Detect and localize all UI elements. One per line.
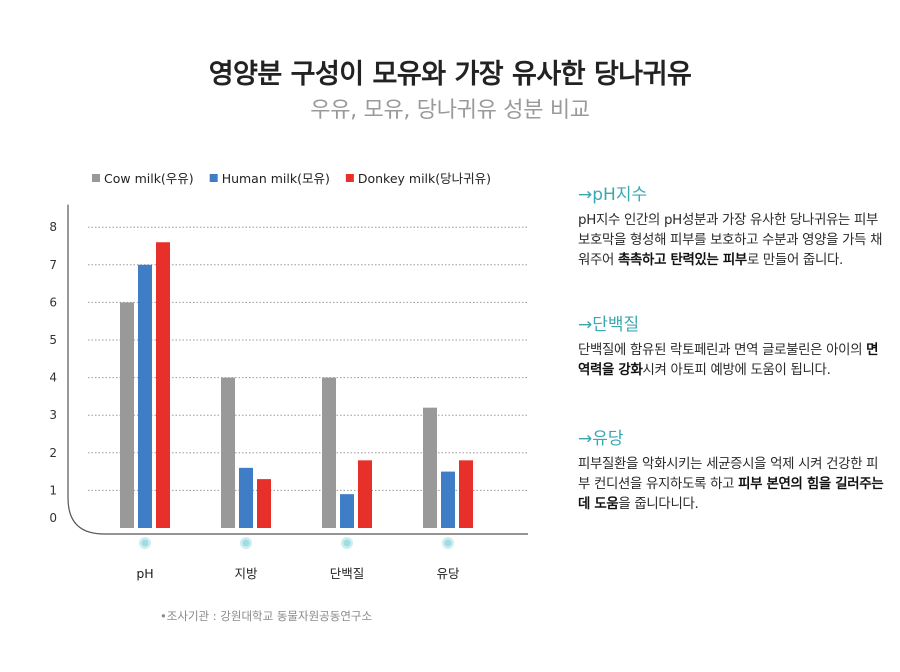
bar bbox=[156, 242, 170, 529]
bar bbox=[138, 264, 152, 528]
bar bbox=[340, 494, 354, 528]
info-block-protein: →단백질 단백질에 함유된 락토페린과 면역 글로불린은 아이의 면역력을 강화… bbox=[578, 310, 888, 381]
bar-chart: 0 1 2 3 4 5 6 7 8 pH 지방 단백질 유당 Cow milk(우유) Human milk… bbox=[49, 171, 528, 581]
y-tick-label: 5 bbox=[49, 333, 57, 347]
x-tick-label: pH bbox=[136, 566, 153, 581]
bar bbox=[459, 460, 473, 528]
category-dot-core bbox=[141, 539, 149, 547]
info-text-protein-part: 단백질에 함유된 락토페린과 면역 글로불린은 아이의 bbox=[578, 343, 867, 358]
info-heading-ph: →pH지수 bbox=[578, 185, 648, 205]
y-tick-label: 0 bbox=[49, 511, 57, 525]
info-text-lactose-part: 피부질환을 악화시키는 세균증시을 억제 시켜 건강한 피부 컨디션을 유지하도… bbox=[578, 457, 879, 492]
category-dot-core bbox=[242, 539, 250, 547]
legend-label: Human milk(모유) bbox=[222, 171, 330, 186]
y-tick-label: 1 bbox=[49, 483, 57, 497]
legend-swatch bbox=[345, 174, 354, 182]
y-tick-label: 3 bbox=[49, 408, 57, 422]
info-heading-lactose: →유당 bbox=[578, 429, 624, 449]
info-block-ph: →pH지수 pH지수 인간의 pH성분과 가장 유사한 당나귀유는 피부보호막을… bbox=[578, 180, 888, 271]
info-text-ph: pH지수 인간의 pH성분과 가장 유사한 당나귀유는 피부보호막을 형성해 피… bbox=[578, 211, 888, 271]
info-text-protein-part: 시켜 아토피 예방에 도움이 됩니다. bbox=[642, 363, 831, 378]
info-text-ph-emphasis: 촉촉하고 탄력있는 피부 bbox=[618, 253, 747, 268]
info-text-lactose-emphasis: 피부 본연의 힘을 길러주는데 도움 bbox=[578, 477, 884, 512]
y-tick-label: 2 bbox=[49, 446, 57, 460]
bar bbox=[322, 377, 336, 528]
y-tick-label: 4 bbox=[49, 371, 57, 385]
info-text-lactose: 피부질환을 악화시키는 세균증시을 억제 시켜 건강한 피부 컨디션을 유지하도… bbox=[578, 455, 888, 515]
y-tick-label: 6 bbox=[49, 295, 57, 309]
bar bbox=[441, 471, 455, 528]
bar bbox=[358, 460, 372, 528]
legend-label: Donkey milk(당나귀유) bbox=[358, 171, 491, 186]
info-text-protein: 단백질에 함유된 락토페린과 면역 글로불린은 아이의 면역력을 강화시켜 아토… bbox=[578, 341, 888, 381]
y-tick-label: 7 bbox=[49, 258, 57, 272]
legend-label: Cow milk(우유) bbox=[104, 171, 194, 186]
x-tick-label: 유당 bbox=[436, 566, 460, 581]
x-tick-label: 단백질 bbox=[330, 566, 365, 581]
legend-swatch bbox=[92, 174, 100, 182]
bar bbox=[120, 302, 134, 528]
legend-swatch bbox=[209, 174, 218, 182]
y-tick-label: 8 bbox=[49, 220, 57, 234]
axis-line bbox=[67, 204, 528, 535]
category-dot-core bbox=[343, 539, 351, 547]
info-text-ph-part: pH지수 인간의 pH성분과 가장 유사한 당나귀유는 피부보호막을 형성해 피… bbox=[578, 213, 883, 268]
chart-title: 영양분 구성이 모유와 가장 유사한 당나귀유 bbox=[208, 59, 692, 90]
info-block-lactose: →유당 피부질환을 악화시키는 세균증시을 억제 시켜 건강한 피부 컨디션을 … bbox=[578, 424, 888, 515]
bar bbox=[221, 377, 235, 528]
bar bbox=[239, 467, 253, 528]
bar bbox=[257, 479, 271, 528]
x-tick-label: 지방 bbox=[234, 566, 258, 581]
info-text-protein-emphasis: 면역력을 강화 bbox=[578, 343, 879, 378]
bar bbox=[423, 407, 437, 528]
info-text-ph-part: 로 만들어 줍니다. bbox=[746, 253, 843, 268]
source-note: •조사기관 : 강원대학교 동물자원공동연구소 bbox=[160, 609, 373, 623]
category-dot-core bbox=[444, 539, 452, 547]
chart-subtitle: 우유, 모유, 당나귀유 성분 비교 bbox=[310, 98, 590, 123]
info-heading-protein: →단백질 bbox=[578, 315, 640, 335]
info-text-lactose-part: 을 줍니다니다. bbox=[618, 497, 699, 512]
